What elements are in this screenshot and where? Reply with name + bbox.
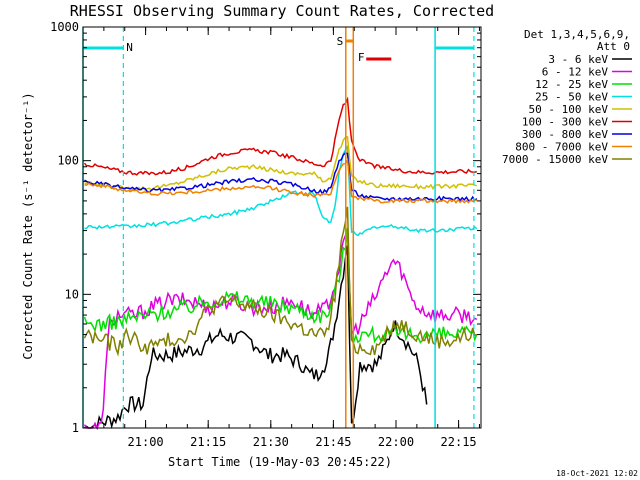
series-layer — [83, 96, 478, 431]
y-tick-label: 100 — [57, 154, 79, 168]
footer-date: 18-Oct-2021 12:02 — [556, 469, 638, 478]
series-line-6-12kev — [83, 229, 478, 430]
x-tick-label: 22:15 — [441, 435, 477, 449]
annotation-f: F — [358, 51, 365, 64]
series-line-300-800kev — [84, 152, 478, 203]
series-line-800-7000kev — [84, 158, 478, 204]
series-line-12-25kev — [83, 227, 478, 345]
legend-entry-label: 6 - 12 keV — [542, 66, 609, 79]
x-tick-label: 21:45 — [315, 435, 351, 449]
legend-header-line: Det 1,3,4,5,6,9, — [524, 28, 630, 41]
x-tick-label: 21:30 — [253, 435, 289, 449]
legend-entry-label: 300 - 800 keV — [522, 128, 608, 141]
legend-entry-label: 25 - 50 keV — [535, 91, 608, 104]
x-tick-label: 21:00 — [128, 435, 164, 449]
legend-header-line: Att 0 — [597, 40, 630, 53]
annotation-n: N — [126, 41, 133, 54]
series-line-50-100kev — [84, 135, 477, 192]
chart-title: RHESSI Observing Summary Count Rates, Co… — [70, 2, 494, 20]
y-tick-label: 10 — [65, 287, 79, 301]
legend-entry-label: 7000 - 15000 keV — [502, 153, 608, 166]
legend-entry-label: 12 - 25 keV — [535, 78, 608, 91]
overlay-layer: N S F — [82, 27, 475, 428]
series-line-100-300kev — [83, 96, 478, 176]
x-tick-label: 22:00 — [378, 435, 414, 449]
legend-entry-label: 100 - 300 keV — [522, 116, 608, 129]
legend-entry-label: 3 - 6 keV — [548, 53, 608, 66]
annotation-s: S — [337, 35, 344, 48]
plot-frame — [82, 26, 482, 429]
y-axis-label: Corrected Count Rate (s⁻¹ detector⁻¹) — [21, 92, 35, 359]
y-tick-label: 1000 — [50, 20, 79, 34]
x-axis-label: Start Time (19-May-03 20:45:22) — [168, 455, 392, 469]
series-line-7000-15000kev — [83, 206, 478, 357]
series-line-25-50kev — [84, 143, 478, 237]
series-line-3-6kev — [84, 245, 428, 431]
axes-layer: 1 10 100 1000 21:00 21:15 21:30 21:45 22:00 22:15 — [50, 20, 482, 449]
x-tick-label: 21:15 — [190, 435, 226, 449]
y-tick-label: 1 — [72, 421, 79, 435]
legend-entry-label: 800 - 7000 keV — [515, 141, 608, 154]
legend-entry-label: 50 - 100 keV — [529, 103, 609, 116]
